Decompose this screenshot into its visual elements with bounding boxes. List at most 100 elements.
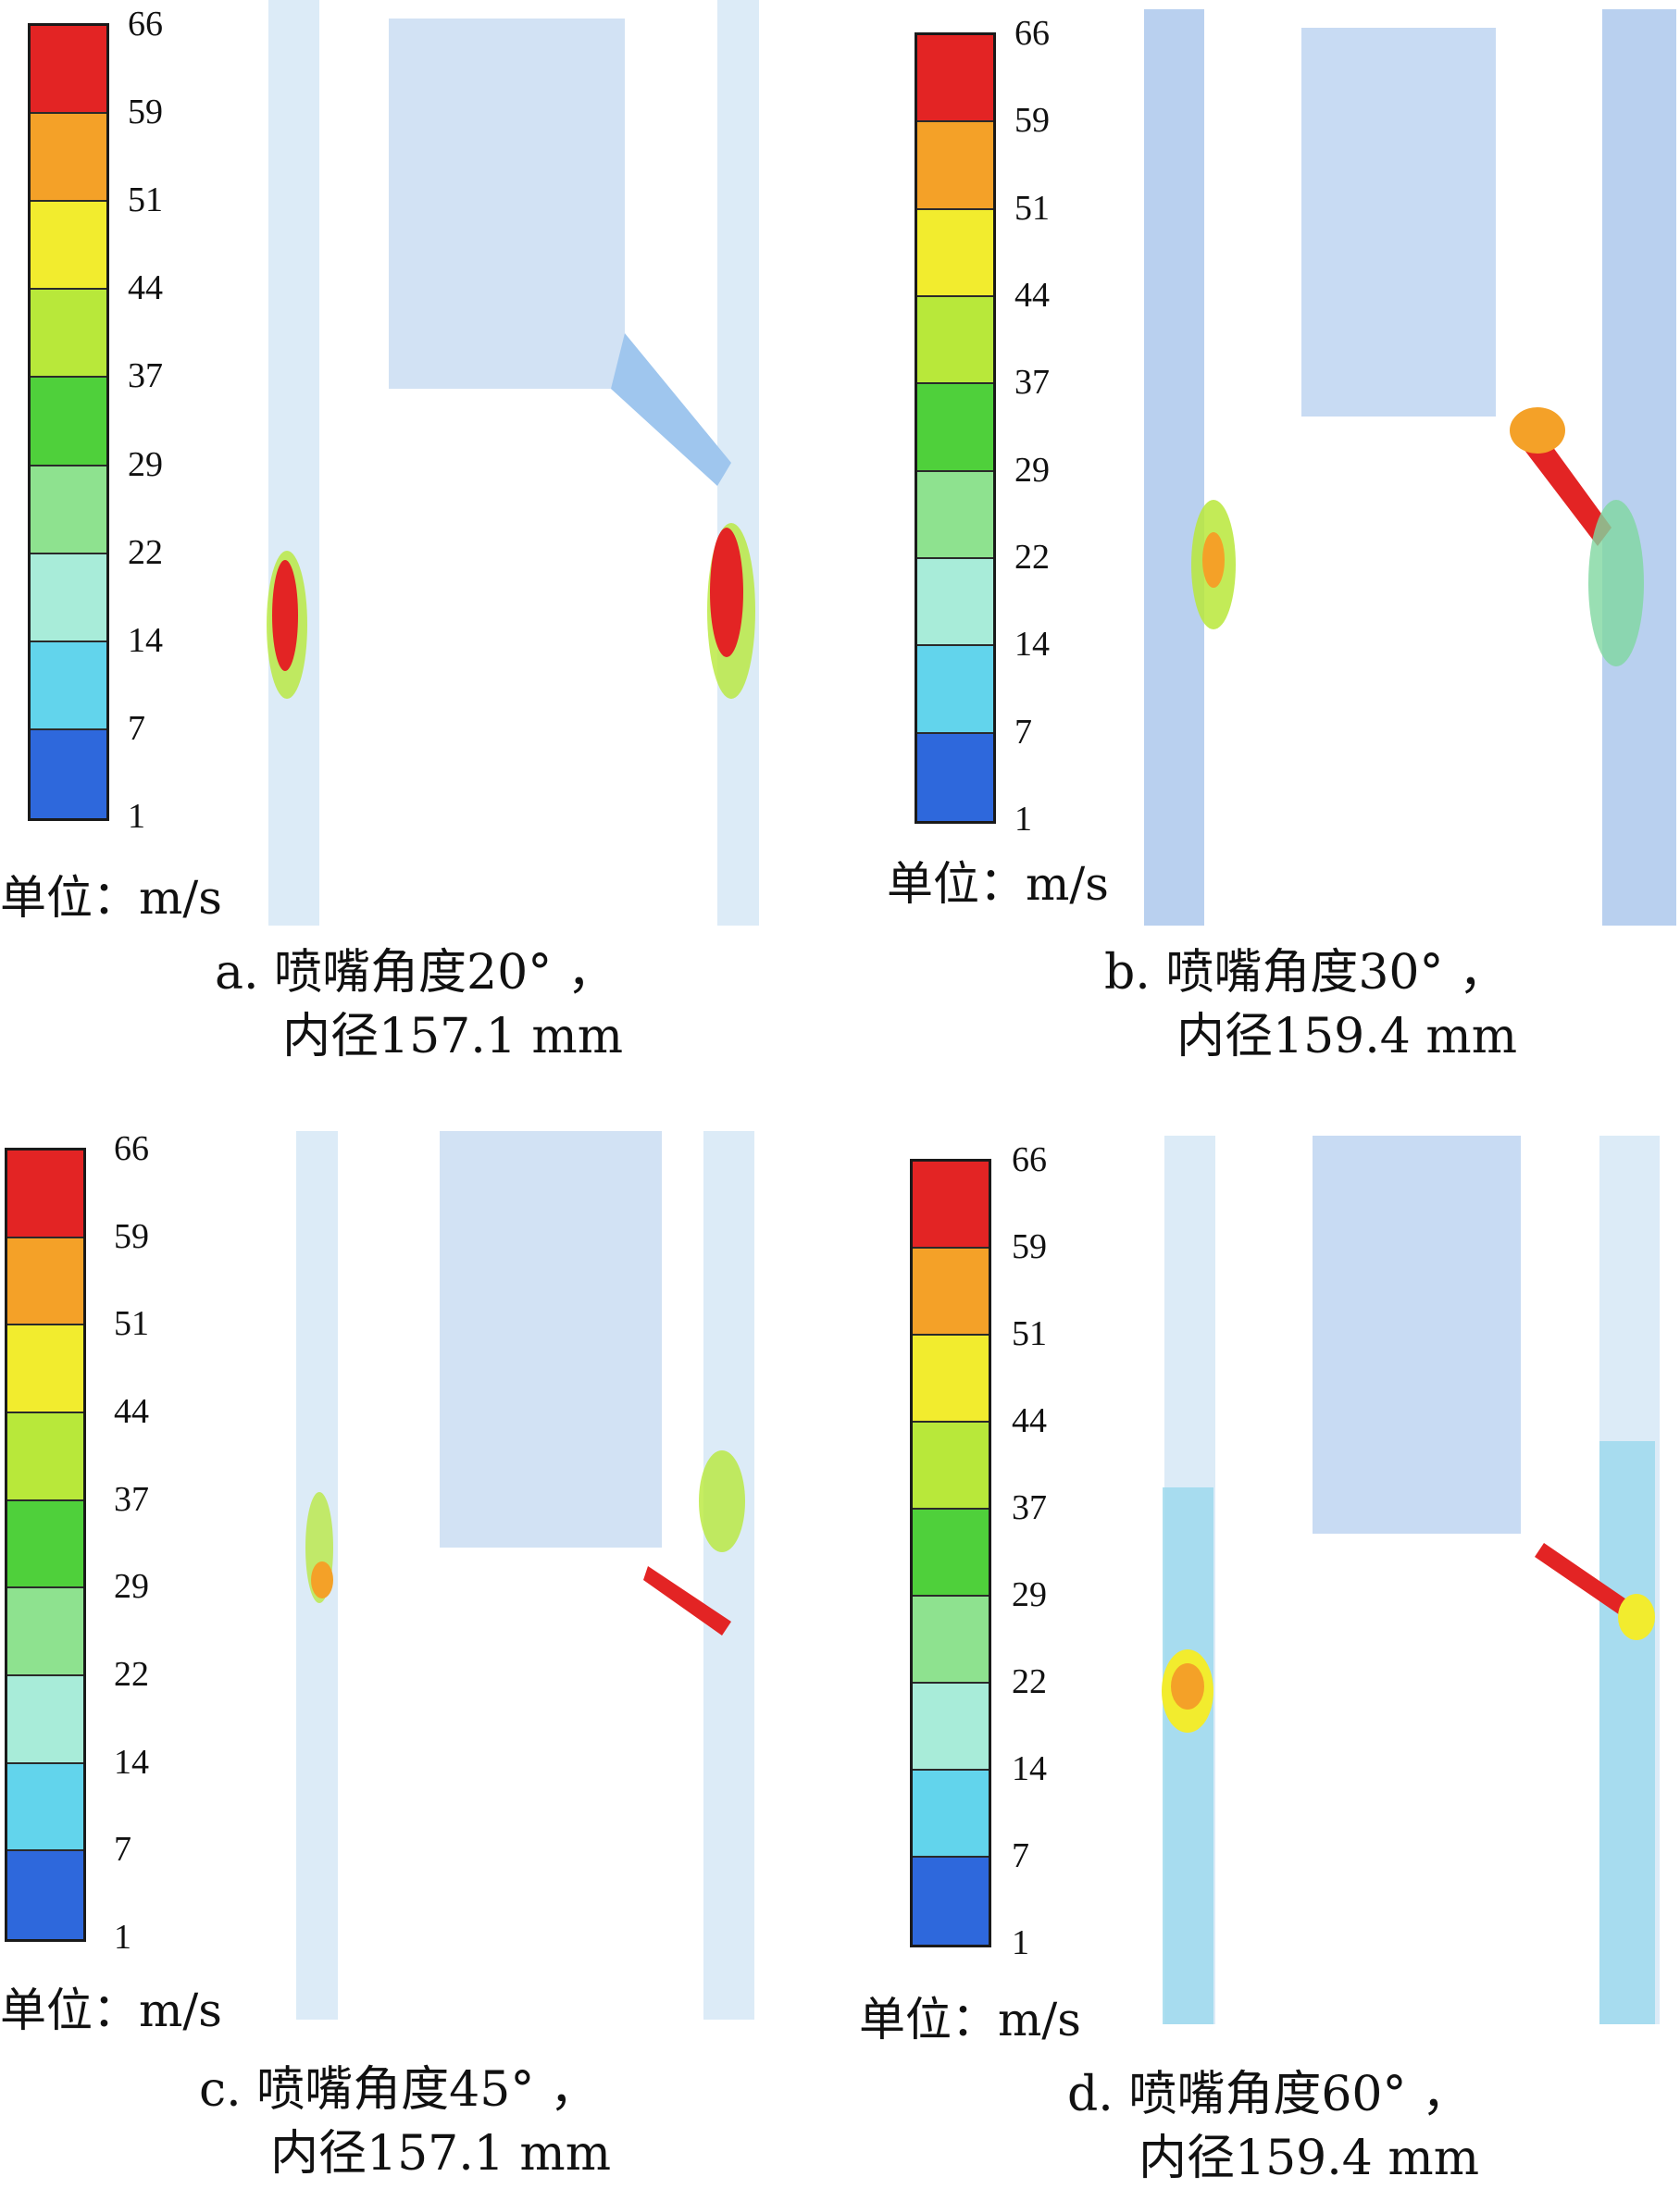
legend-tick-label: 59 <box>114 1216 149 1256</box>
legend-band <box>7 1676 83 1764</box>
legend-band <box>7 1763 83 1852</box>
legend-band <box>913 1423 989 1510</box>
caption-line-2: 内径159.4 mm <box>1176 1009 1518 1064</box>
legend-tick-label: 51 <box>114 1304 149 1344</box>
legend-band <box>913 1597 989 1684</box>
legend-tick-label: 29 <box>128 444 163 484</box>
legend-band <box>31 26 106 115</box>
legend-tick-label: 44 <box>1012 1401 1047 1440</box>
caption-line-2: 内径159.4 mm <box>1139 2131 1480 2186</box>
caption-line-1: d. 喷嘴角度60° ， <box>1067 2067 1471 2122</box>
legend-tick-label: 51 <box>1012 1314 1047 1353</box>
legend-tick-label: 37 <box>1014 363 1050 403</box>
legend-band <box>31 290 106 379</box>
unit-label: 单位：m/s <box>859 1993 1081 2046</box>
legend-tick-label: 1 <box>1012 1923 1029 1962</box>
legend-tick-label: 7 <box>1012 1836 1029 1875</box>
legend-band <box>31 729 106 818</box>
caption-line-1: c. 喷嘴角度45° ， <box>199 2062 598 2118</box>
caption-line-2: 内径157.1 mm <box>282 1009 624 1064</box>
legend-band <box>913 1510 989 1597</box>
unit-label: 单位：m/s <box>0 871 222 925</box>
legend-tick-label: 37 <box>128 356 163 396</box>
legend-tick-label: 44 <box>114 1392 149 1431</box>
legend-tick-label: 1 <box>114 1918 131 1957</box>
legend-tick-label: 14 <box>1014 625 1050 665</box>
legend-band <box>7 1851 83 1939</box>
velocity-field-image <box>1162 1136 1660 2024</box>
legend-tick-label: 7 <box>1014 712 1032 752</box>
legend-band <box>7 1325 83 1413</box>
legend-band <box>7 1413 83 1501</box>
velocity-field-image <box>1144 9 1676 926</box>
legend-band <box>917 297 993 385</box>
legend-bar <box>915 32 996 824</box>
legend-tick-label: 66 <box>114 1129 149 1168</box>
legend-bar <box>910 1159 991 1947</box>
legend-tick-label: 66 <box>1012 1140 1047 1179</box>
legend-band <box>913 1249 989 1336</box>
legend-band <box>917 122 993 210</box>
legend-band <box>31 114 106 203</box>
legend-tick-label: 22 <box>1014 538 1050 577</box>
legend-band <box>913 1162 989 1249</box>
legend-tick-label: 29 <box>1014 450 1050 490</box>
legend-band <box>913 1336 989 1423</box>
caption-line-1: a. 喷嘴角度20° ， <box>215 945 616 1001</box>
legend-bar <box>28 23 109 821</box>
panel-c: 66 59 51 44 37 29 22 14 7 1 单位：m/s c. 喷嘴角度45° ， 内… <box>0 1094 840 2187</box>
legend-tick-label: 66 <box>1014 14 1050 53</box>
velocity-field-image <box>296 1131 754 2020</box>
legend-tick-label: 51 <box>128 180 163 220</box>
legend-band <box>7 1150 83 1238</box>
legend-tick-label: 44 <box>1014 276 1050 315</box>
panel-a: 66 59 51 44 37 29 22 14 7 1 单位：m/s a. 喷嘴角度20° ， 内… <box>0 0 840 1093</box>
panel-b: 66 59 51 44 37 29 22 14 7 1 单位：m/s b. 喷嘴角度30° ， 内… <box>840 0 1680 1093</box>
legend-tick-label: 14 <box>114 1742 149 1782</box>
legend-band <box>917 646 993 734</box>
legend-tick-label: 22 <box>1012 1662 1047 1701</box>
caption-line-2: 内径157.1 mm <box>270 2126 612 2182</box>
legend-tick-label: 14 <box>128 620 163 660</box>
legend-tick-label: 51 <box>1014 188 1050 228</box>
legend-tick-label: 59 <box>128 93 163 132</box>
unit-label: 单位：m/s <box>887 857 1109 911</box>
legend-band <box>31 553 106 642</box>
unit-label: 单位：m/s <box>0 1984 222 2037</box>
legend-tick-label: 7 <box>128 708 145 748</box>
legend-bar <box>5 1148 86 1942</box>
legend-tick-label: 59 <box>1012 1227 1047 1266</box>
legend-band <box>31 378 106 466</box>
legend-band <box>917 384 993 472</box>
legend-tick-label: 22 <box>128 532 163 572</box>
legend-tick-label: 44 <box>128 268 163 308</box>
legend-tick-label: 22 <box>114 1655 149 1694</box>
legend-tick-label: 29 <box>1012 1575 1047 1614</box>
legend-band <box>7 1588 83 1676</box>
caption-line-1: b. 喷嘴角度30° ， <box>1104 945 1508 1001</box>
legend-band <box>31 202 106 291</box>
legend-band <box>31 466 106 554</box>
legend-tick-label: 7 <box>114 1830 131 1870</box>
legend-tick-label: 29 <box>114 1567 149 1607</box>
legend-tick-label: 1 <box>128 797 145 836</box>
legend-tick-label: 1 <box>1014 800 1032 839</box>
legend-tick-label: 66 <box>128 5 163 44</box>
legend-band <box>7 1500 83 1589</box>
legend-band <box>31 641 106 730</box>
velocity-field-image <box>267 0 759 926</box>
legend-band <box>7 1238 83 1326</box>
legend-band <box>913 1684 989 1771</box>
legend-band <box>913 1771 989 1858</box>
legend-band <box>917 733 993 821</box>
legend-band <box>917 471 993 559</box>
legend-band <box>917 559 993 647</box>
legend-tick-label: 37 <box>1012 1488 1047 1527</box>
legend-band <box>913 1858 989 1945</box>
panel-d: 66 59 51 44 37 29 22 14 7 1 单位：m/s d. 喷嘴角度60° ， 内… <box>840 1094 1680 2187</box>
legend-tick-label: 37 <box>114 1479 149 1519</box>
legend-band <box>917 35 993 123</box>
legend-band <box>917 209 993 297</box>
legend-tick-label: 14 <box>1012 1749 1047 1788</box>
legend-tick-label: 59 <box>1014 101 1050 141</box>
